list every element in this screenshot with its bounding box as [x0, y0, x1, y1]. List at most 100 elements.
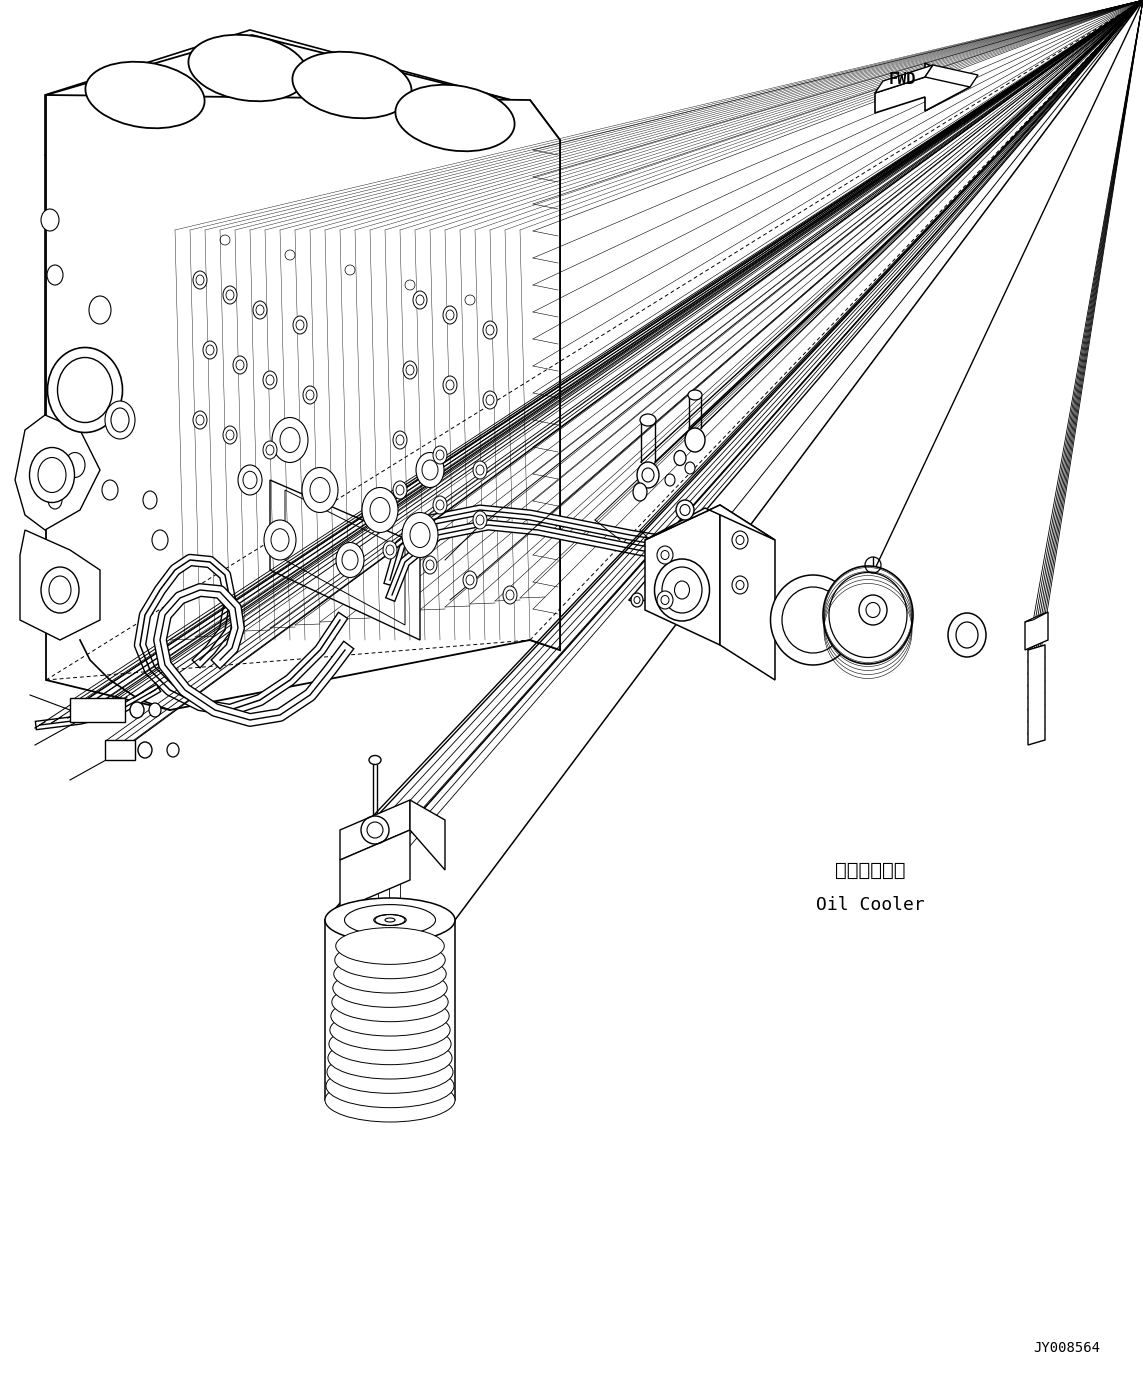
Ellipse shape: [395, 435, 403, 446]
Ellipse shape: [685, 428, 705, 453]
Ellipse shape: [661, 595, 669, 605]
Ellipse shape: [41, 209, 59, 231]
Ellipse shape: [736, 580, 744, 590]
Polygon shape: [46, 95, 560, 710]
Ellipse shape: [503, 585, 517, 603]
Ellipse shape: [111, 408, 129, 432]
Ellipse shape: [226, 430, 234, 440]
Ellipse shape: [403, 361, 417, 379]
Ellipse shape: [369, 756, 381, 764]
Polygon shape: [45, 430, 170, 530]
Ellipse shape: [634, 597, 640, 603]
Ellipse shape: [486, 325, 494, 335]
Ellipse shape: [506, 590, 514, 601]
Polygon shape: [645, 505, 775, 540]
Ellipse shape: [57, 357, 112, 422]
Ellipse shape: [203, 340, 217, 358]
Ellipse shape: [685, 462, 695, 473]
Ellipse shape: [89, 296, 111, 324]
Polygon shape: [339, 800, 410, 859]
Ellipse shape: [296, 320, 304, 329]
Ellipse shape: [655, 559, 710, 621]
Ellipse shape: [152, 530, 168, 549]
Ellipse shape: [325, 1078, 455, 1122]
Ellipse shape: [102, 480, 118, 500]
Ellipse shape: [486, 394, 494, 406]
Ellipse shape: [333, 969, 447, 1008]
Ellipse shape: [326, 1064, 454, 1107]
Ellipse shape: [435, 450, 443, 459]
Ellipse shape: [860, 595, 887, 626]
Ellipse shape: [271, 529, 289, 551]
Ellipse shape: [443, 376, 457, 394]
Ellipse shape: [386, 545, 394, 555]
Ellipse shape: [48, 491, 62, 509]
Ellipse shape: [280, 428, 299, 453]
Ellipse shape: [443, 306, 457, 324]
Polygon shape: [1025, 612, 1048, 650]
Polygon shape: [285, 490, 405, 626]
Ellipse shape: [49, 576, 71, 603]
Polygon shape: [645, 505, 720, 645]
Ellipse shape: [446, 310, 454, 320]
Ellipse shape: [336, 543, 363, 577]
Ellipse shape: [383, 541, 397, 559]
Ellipse shape: [272, 418, 307, 462]
Ellipse shape: [325, 898, 455, 943]
Ellipse shape: [483, 321, 497, 339]
Ellipse shape: [829, 573, 908, 657]
Ellipse shape: [665, 473, 676, 486]
Ellipse shape: [661, 551, 669, 559]
Ellipse shape: [223, 426, 237, 444]
Ellipse shape: [782, 587, 844, 653]
Ellipse shape: [167, 743, 179, 757]
Ellipse shape: [238, 465, 262, 495]
Ellipse shape: [370, 497, 390, 523]
Ellipse shape: [393, 482, 407, 500]
Ellipse shape: [633, 483, 647, 501]
Ellipse shape: [233, 356, 247, 374]
Ellipse shape: [674, 451, 686, 465]
Ellipse shape: [736, 536, 744, 544]
Ellipse shape: [657, 547, 673, 565]
Ellipse shape: [732, 576, 748, 594]
Ellipse shape: [410, 523, 430, 548]
Ellipse shape: [475, 465, 483, 475]
Ellipse shape: [866, 602, 880, 617]
Polygon shape: [1028, 645, 1045, 745]
Ellipse shape: [466, 574, 474, 585]
Ellipse shape: [266, 446, 274, 455]
Ellipse shape: [105, 401, 135, 439]
Polygon shape: [876, 65, 933, 93]
Ellipse shape: [293, 51, 411, 118]
Ellipse shape: [676, 500, 694, 520]
Ellipse shape: [206, 345, 214, 356]
Ellipse shape: [38, 458, 66, 493]
Ellipse shape: [303, 386, 317, 404]
Polygon shape: [19, 530, 99, 639]
Polygon shape: [410, 800, 445, 871]
Ellipse shape: [86, 62, 205, 129]
Ellipse shape: [138, 742, 152, 758]
Ellipse shape: [631, 592, 644, 608]
Ellipse shape: [329, 1023, 451, 1064]
Ellipse shape: [483, 392, 497, 410]
Polygon shape: [270, 480, 419, 639]
Ellipse shape: [732, 531, 748, 549]
Ellipse shape: [674, 581, 689, 599]
Ellipse shape: [310, 477, 330, 502]
Ellipse shape: [264, 520, 296, 561]
Ellipse shape: [948, 613, 986, 657]
Ellipse shape: [143, 491, 157, 509]
Ellipse shape: [306, 390, 314, 400]
Ellipse shape: [293, 316, 307, 334]
Ellipse shape: [433, 446, 447, 464]
Ellipse shape: [342, 549, 358, 570]
Ellipse shape: [642, 468, 654, 482]
Ellipse shape: [41, 567, 79, 613]
Ellipse shape: [226, 291, 234, 300]
Ellipse shape: [48, 347, 122, 432]
Ellipse shape: [336, 927, 445, 965]
Ellipse shape: [393, 430, 407, 448]
Ellipse shape: [770, 574, 855, 664]
